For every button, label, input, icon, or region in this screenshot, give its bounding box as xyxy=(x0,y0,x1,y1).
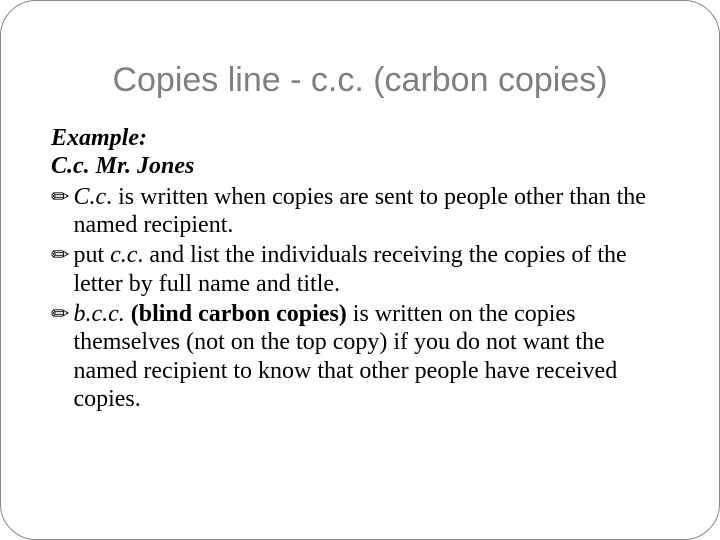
slide-frame: Copies line - c.c. (carbon copies) Examp… xyxy=(0,0,720,540)
bullet-text: C.c. is written when copies are sent to … xyxy=(73,183,669,240)
bullet-pre: put xyxy=(73,242,110,268)
slide-body: Example: C.c. Mr. Jones ✏ C.c. is writte… xyxy=(51,124,669,413)
bullet-strong: (blind carbon copies) xyxy=(125,301,347,327)
bullet-lead: C.c xyxy=(73,184,106,210)
bullet-rest: . is written when copies are sent to peo… xyxy=(73,184,646,238)
bullet-item: ✏ C.c. is written when copies are sent t… xyxy=(51,183,669,240)
bullet-text: b.c.c. (blind carbon copies) is written … xyxy=(73,300,669,413)
bullet-icon: ✏ xyxy=(51,241,69,269)
example-line: C.c. Mr. Jones xyxy=(51,152,669,180)
bullet-icon: ✏ xyxy=(51,300,69,328)
bullet-item: ✏ put c.c. and list the individuals rece… xyxy=(51,241,669,298)
bullet-rest: . and list the individuals receiving the… xyxy=(73,242,626,296)
bullet-text: put c.c. and list the individuals receiv… xyxy=(73,241,669,298)
example-label: Example: xyxy=(51,124,669,152)
bullet-icon: ✏ xyxy=(51,183,69,211)
bullet-item: ✏ b.c.c. (blind carbon copies) is writte… xyxy=(51,300,669,413)
bullet-lead: b.c.c. xyxy=(73,301,124,327)
slide-title: Copies line - c.c. (carbon copies) xyxy=(51,61,669,100)
bullet-lead: c.c xyxy=(110,242,137,268)
